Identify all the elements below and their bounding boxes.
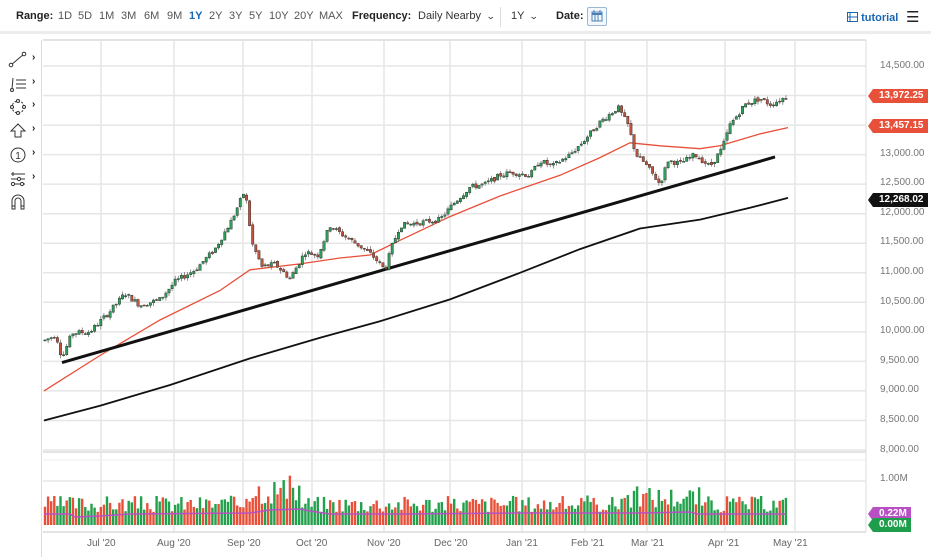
hamburger-icon[interactable]: ☰: [906, 9, 920, 26]
svg-text:1: 1: [15, 151, 21, 162]
chevron-right-icon: ›: [32, 99, 36, 110]
x-tick: Jan '21: [506, 538, 538, 549]
x-tick: Aug '20: [157, 538, 191, 549]
x-tick: Oct '20: [296, 538, 328, 549]
tutorial-icon: [847, 12, 858, 22]
range-max[interactable]: MAX: [319, 10, 343, 22]
fib-lines-icon: [10, 77, 26, 92]
x-tick: Nov '20: [367, 538, 401, 549]
chevron-right-icon: ›: [32, 147, 36, 158]
magnet-tool[interactable]: [8, 192, 40, 212]
arrow-up-icon: [9, 123, 27, 138]
x-tick: Mar '21: [631, 538, 665, 549]
numbered-circle-icon: 1: [10, 147, 26, 163]
frequency-label: Frequency:: [352, 10, 412, 22]
last-price-badge: 13,972.25: [868, 89, 928, 103]
range-3m[interactable]: 3M: [121, 10, 137, 22]
chart-toolbar: Range: 1D 5D 1M 3M 6M 9M 1Y 2Y 3Y 5Y 10Y…: [0, 0, 931, 34]
y-tick: 14,500.00: [880, 60, 925, 71]
x-tick: May '21: [773, 538, 808, 549]
x-tick: Apr '21: [708, 538, 740, 549]
range-1d[interactable]: 1D: [58, 10, 73, 22]
calendar-button[interactable]: [587, 7, 607, 26]
x-tick: Feb '21: [571, 538, 605, 549]
frequency-value: Daily Nearby: [418, 10, 481, 22]
y-tick: 9,500.00: [880, 355, 919, 366]
magnet-icon: [11, 194, 25, 210]
range-2y[interactable]: 2Y: [209, 10, 223, 22]
volume-avg-badge: 0.22M: [868, 507, 911, 521]
ma-black-badge: 12,268.02: [868, 193, 928, 207]
y-tick: 13,000.00: [880, 148, 925, 159]
x-tick: Sep '20: [227, 538, 261, 549]
chevron-down-icon: ⌄: [529, 11, 540, 21]
range-label: Range:: [16, 10, 54, 22]
x-tick: Jul '20: [87, 538, 116, 549]
y-tick: 9,000.00: [880, 384, 919, 395]
tutorial-link[interactable]: tutorial: [847, 12, 898, 24]
arrow-tool[interactable]: ›: [8, 121, 40, 141]
range-9m[interactable]: 9M: [167, 10, 183, 22]
shapes-tool[interactable]: ›: [8, 97, 40, 117]
range-1y[interactable]: 1Y: [189, 10, 203, 22]
trendline-tool[interactable]: ›: [8, 50, 40, 70]
volume-zero-badge: 0.00M: [868, 518, 911, 532]
y-tick: 10,000.00: [880, 325, 925, 336]
range-5d[interactable]: 5D: [78, 10, 93, 22]
tutorial-label: tutorial: [861, 12, 899, 24]
volume-tick: 1.00M: [880, 473, 908, 484]
y-tick: 11,000.00: [880, 266, 924, 277]
range-3y[interactable]: 3Y: [229, 10, 243, 22]
y-tick: 11,500.00: [880, 236, 924, 247]
y-tick: 8,500.00: [880, 414, 919, 425]
ma-red-badge: 13,457.15: [868, 119, 928, 133]
chevron-right-icon: ›: [32, 52, 36, 63]
range-10y[interactable]: 10Y: [269, 10, 289, 22]
frequency-select[interactable]: Daily Nearby ⌄: [418, 10, 496, 22]
date-label: Date:: [556, 10, 584, 22]
chevron-right-icon: ›: [32, 123, 36, 134]
range-1m[interactable]: 1M: [99, 10, 115, 22]
period-select[interactable]: 1Y ⌄: [511, 10, 540, 22]
toolbar-divider: [500, 7, 501, 27]
chevron-right-icon: ›: [32, 76, 36, 87]
period-value: 1Y: [511, 10, 525, 22]
measure-tool[interactable]: ›: [8, 169, 40, 189]
y-tick: 12,000.00: [880, 207, 925, 218]
shape-icon: [10, 99, 26, 115]
y-tick: 8,000.00: [880, 444, 919, 455]
chevron-down-icon: ⌄: [485, 11, 496, 21]
y-tick: 12,500.00: [880, 177, 925, 188]
range-20y[interactable]: 20Y: [294, 10, 314, 22]
annotation-tool[interactable]: 1 ›: [8, 145, 40, 165]
measure-icon: [10, 172, 25, 187]
x-tick: Dec '20: [434, 538, 468, 549]
y-tick: 10,500.00: [880, 296, 925, 307]
calendar-icon: [591, 10, 603, 22]
line-icon: [8, 51, 27, 68]
chevron-right-icon: ›: [32, 171, 36, 182]
range-6m[interactable]: 6M: [144, 10, 160, 22]
fibonacci-tool[interactable]: ›: [8, 74, 40, 94]
range-5y[interactable]: 5Y: [249, 10, 263, 22]
drawing-tools-sidebar: › › › › 1 › ›: [0, 40, 42, 557]
